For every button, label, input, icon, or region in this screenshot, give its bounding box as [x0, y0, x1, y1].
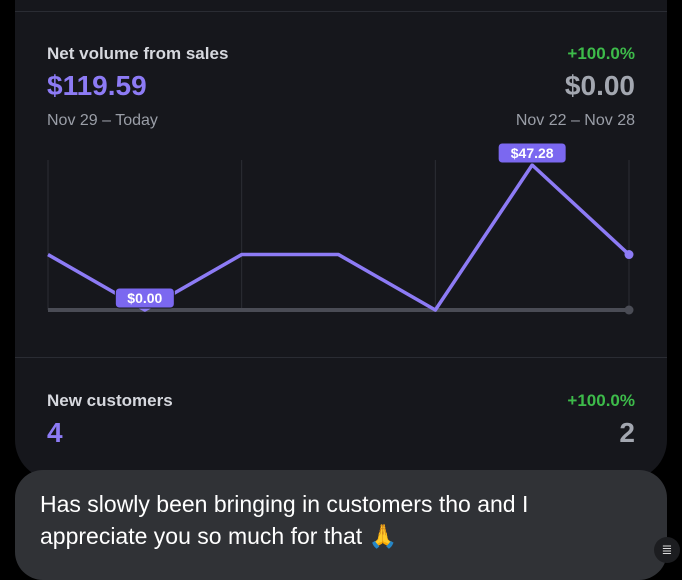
text-scan-icon[interactable]: ≣ — [654, 537, 680, 563]
new-customers-current: 4 — [47, 417, 63, 448]
previous-range: Nov 22 – Nov 28 — [515, 112, 635, 129]
message-bubble — [15, 470, 667, 580]
new-customers-section[interactable]: New customers +100.0% 4 2 — [47, 391, 635, 471]
data-label-badge — [114, 287, 175, 309]
net-volume-current: $119.59 — [47, 70, 147, 101]
net-volume-previous: $0.00 — [564, 70, 635, 101]
net-volume-title: Net volume from sales — [47, 44, 229, 63]
series-end-point — [624, 305, 634, 315]
series-end-point — [624, 250, 634, 260]
current-range: Nov 29 – Today — [47, 112, 158, 129]
divider — [15, 357, 667, 358]
new-customers-change: +100.0% — [567, 391, 635, 410]
data-label: $47.28 — [511, 145, 554, 161]
dashboard-card — [15, 0, 667, 480]
new-customers-previous: 2 — [619, 417, 635, 448]
data-label: $0.00 — [127, 290, 162, 306]
new-customers-title: New customers — [47, 391, 173, 410]
net-volume-change: +100.0% — [567, 44, 635, 63]
divider — [15, 11, 667, 12]
series-line — [47, 163, 631, 312]
message-text: Has slowly been bringing in customers th… — [40, 491, 529, 549]
net-volume-section[interactable]: Net volume from sales +100.0% $119.59 $0… — [47, 44, 635, 144]
net-volume-chart[interactable]: $47.28 $0.00 — [0, 0, 682, 340]
data-label-badge — [497, 142, 567, 164]
